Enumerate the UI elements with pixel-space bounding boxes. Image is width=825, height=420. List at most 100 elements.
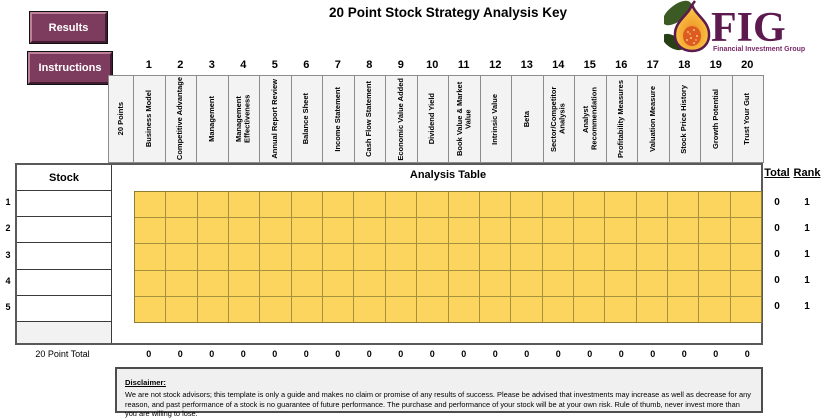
analysis-cell[interactable] [573,244,605,270]
analysis-cell[interactable] [573,192,605,218]
analysis-cell[interactable] [511,244,542,270]
analysis-cell[interactable] [135,296,166,322]
analysis-cell[interactable] [135,270,166,296]
stock-input-cell[interactable] [17,243,112,270]
analysis-cell[interactable] [229,218,260,244]
analysis-cell[interactable] [730,244,761,270]
analysis-cell[interactable] [448,296,479,322]
analysis-cell[interactable] [667,192,699,218]
analysis-cell[interactable] [730,270,761,296]
analysis-cell[interactable] [511,270,542,296]
analysis-cell[interactable] [605,270,636,296]
analysis-cell[interactable] [605,192,636,218]
analysis-cell[interactable] [197,192,229,218]
analysis-cell[interactable] [667,296,699,322]
analysis-cell[interactable] [417,244,448,270]
analysis-cell[interactable] [699,244,730,270]
analysis-cell[interactable] [166,192,197,218]
analysis-cell[interactable] [699,192,730,218]
analysis-cell[interactable] [291,296,323,322]
analysis-cell[interactable] [479,244,511,270]
analysis-cell[interactable] [385,218,417,244]
analysis-cell[interactable] [197,244,229,270]
analysis-cell[interactable] [511,192,542,218]
analysis-cell[interactable] [323,244,354,270]
analysis-cell[interactable] [417,296,448,322]
stock-input-cell[interactable] [17,217,112,244]
analysis-cell[interactable] [730,296,761,322]
analysis-cell[interactable] [323,218,354,244]
analysis-cell[interactable] [166,296,197,322]
analysis-cell[interactable] [448,244,479,270]
analysis-cell[interactable] [699,270,730,296]
analysis-cell[interactable] [417,218,448,244]
analysis-cell[interactable] [260,244,291,270]
analysis-cell[interactable] [229,270,260,296]
analysis-cell[interactable] [448,270,479,296]
analysis-cell[interactable] [135,244,166,270]
analysis-cell[interactable] [730,192,761,218]
analysis-cell[interactable] [636,296,667,322]
analysis-cell[interactable] [385,192,417,218]
analysis-cell[interactable] [166,244,197,270]
analysis-cell[interactable] [479,218,511,244]
analysis-cell[interactable] [636,218,667,244]
analysis-cell[interactable] [260,270,291,296]
analysis-cell[interactable] [542,296,573,322]
analysis-cell[interactable] [417,192,448,218]
analysis-cell[interactable] [354,270,385,296]
analysis-cell[interactable] [166,218,197,244]
analysis-cell[interactable] [479,192,511,218]
analysis-cell[interactable] [417,270,448,296]
analysis-cell[interactable] [197,296,229,322]
analysis-cell[interactable] [542,270,573,296]
analysis-cell[interactable] [260,192,291,218]
analysis-cell[interactable] [354,244,385,270]
analysis-cell[interactable] [323,296,354,322]
analysis-cell[interactable] [667,270,699,296]
analysis-cell[interactable] [573,270,605,296]
analysis-cell[interactable] [260,218,291,244]
analysis-cell[interactable] [385,244,417,270]
analysis-cell[interactable] [166,270,197,296]
analysis-cell[interactable] [573,218,605,244]
analysis-cell[interactable] [667,218,699,244]
analysis-cell[interactable] [323,192,354,218]
analysis-cell[interactable] [229,296,260,322]
analysis-cell[interactable] [385,270,417,296]
analysis-cell[interactable] [354,218,385,244]
analysis-cell[interactable] [135,192,166,218]
analysis-cell[interactable] [291,244,323,270]
analysis-cell[interactable] [636,192,667,218]
analysis-cell[interactable] [291,192,323,218]
instructions-button[interactable]: Instructions [27,51,113,85]
analysis-cell[interactable] [542,244,573,270]
analysis-cell[interactable] [197,218,229,244]
analysis-cell[interactable] [730,218,761,244]
analysis-cell[interactable] [385,296,417,322]
analysis-cell[interactable] [229,192,260,218]
analysis-cell[interactable] [605,296,636,322]
analysis-cell[interactable] [291,270,323,296]
analysis-cell[interactable] [542,218,573,244]
analysis-cell[interactable] [511,218,542,244]
analysis-cell[interactable] [448,218,479,244]
analysis-cell[interactable] [291,218,323,244]
analysis-cell[interactable] [479,296,511,322]
analysis-cell[interactable] [323,270,354,296]
analysis-cell[interactable] [354,192,385,218]
analysis-cell[interactable] [605,244,636,270]
analysis-cell[interactable] [448,192,479,218]
analysis-cell[interactable] [699,218,730,244]
analysis-cell[interactable] [197,270,229,296]
analysis-cell[interactable] [135,218,166,244]
analysis-cell[interactable] [260,296,291,322]
stock-input-cell[interactable] [17,191,112,218]
analysis-cell[interactable] [605,218,636,244]
analysis-cell[interactable] [511,296,542,322]
analysis-cell[interactable] [479,270,511,296]
analysis-cell[interactable] [542,192,573,218]
results-button[interactable]: Results [29,11,108,44]
stock-input-cell[interactable] [17,269,112,296]
analysis-cell[interactable] [667,244,699,270]
